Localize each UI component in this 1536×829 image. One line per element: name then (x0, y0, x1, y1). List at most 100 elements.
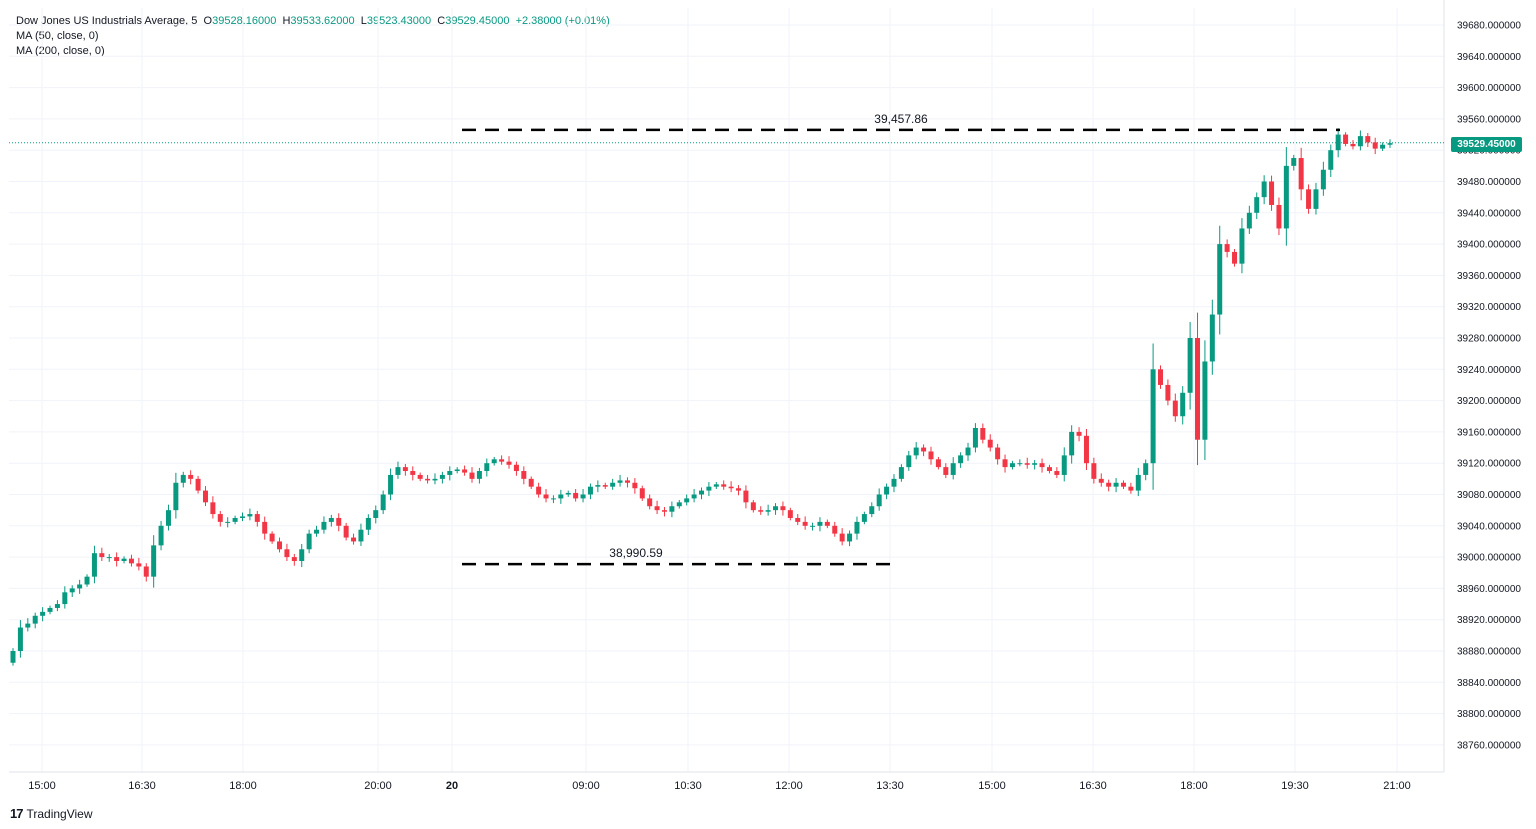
candle-body (1224, 244, 1230, 252)
legend-low-label: L (360, 15, 367, 27)
candle-body (1195, 338, 1201, 440)
candle-body (1106, 482, 1112, 487)
legend-close-label: C (437, 15, 446, 27)
candle-body (647, 498, 653, 507)
tradingview-logo[interactable]: 17 TradingView (10, 806, 93, 821)
legend-symbol: Dow Jones US Industrials Average, 5 (16, 15, 198, 27)
candle-body (69, 588, 75, 593)
candle-body (513, 464, 519, 472)
candle-body (654, 506, 660, 511)
candle-body (40, 611, 46, 616)
x-tick-label: 16:30 (1079, 780, 1107, 792)
candle-body (980, 427, 986, 440)
candle-body (17, 627, 23, 651)
candle-body (736, 488, 742, 491)
candle-body (743, 490, 749, 503)
candle-body (987, 439, 993, 448)
candle-body (832, 525, 838, 534)
candle-body (587, 486, 593, 495)
candle-body (425, 478, 431, 481)
candle-body (847, 533, 853, 542)
candle-body (188, 474, 194, 479)
legend-high: 39533.62000 (290, 15, 355, 27)
candle-body (1046, 467, 1052, 472)
candle-body (958, 455, 964, 464)
legend-low: 39523.43000 (366, 15, 432, 27)
candle-body (225, 521, 231, 523)
candle-body (395, 467, 401, 475)
candle-body (810, 525, 816, 527)
candle-body (1387, 143, 1393, 145)
candle-body (439, 474, 445, 479)
candle-body (1372, 142, 1378, 149)
current-price-tag: 39529.45000 (1451, 137, 1522, 152)
candle-body (884, 486, 890, 495)
candle-body (669, 506, 675, 512)
candle-body (1276, 204, 1282, 229)
x-tick-label: 09:00 (572, 780, 600, 792)
y-tick-label: 39160.000000 (1457, 427, 1521, 438)
candle-body (358, 529, 364, 542)
candle-body (943, 467, 949, 475)
y-tick-label: 38840.000000 (1457, 678, 1521, 689)
candle-body (528, 478, 534, 487)
candle-body (802, 521, 808, 526)
y-tick-label: 39400.000000 (1457, 240, 1521, 251)
candle-body (1269, 181, 1275, 205)
candle-body (165, 510, 171, 526)
candle-body (950, 463, 956, 475)
legend-open: 39528.16000 (212, 15, 277, 27)
level-label-0: 39,457.86 (874, 112, 928, 126)
y-tick-label: 38960.000000 (1457, 584, 1521, 595)
candle-body (10, 651, 16, 663)
candle-body (1135, 474, 1141, 491)
candle-body (1061, 455, 1067, 475)
candle-body (1158, 369, 1163, 385)
candle-body (758, 510, 764, 512)
candle-body (447, 471, 453, 475)
candle-body (299, 549, 305, 562)
candle-body (861, 514, 867, 522)
candle-body (328, 517, 334, 522)
candle-body (1261, 181, 1267, 198)
candle-body (1306, 189, 1312, 209)
y-tick-label: 38920.000000 (1457, 615, 1521, 626)
candle-body (247, 514, 253, 517)
candle-body (1180, 392, 1186, 417)
candle-body (1335, 134, 1341, 151)
candle-body (128, 558, 134, 564)
x-tick-label: 15:00 (978, 780, 1006, 792)
candle-body (1246, 212, 1252, 229)
legend-ma200[interactable]: MA (200, close, 0) (16, 45, 105, 57)
y-tick-label: 39120.000000 (1457, 459, 1521, 470)
candle-body (898, 467, 904, 479)
candle-body (240, 516, 245, 518)
candle-body (217, 514, 223, 522)
candle-body (1091, 463, 1097, 479)
candle-body (1328, 150, 1334, 170)
legend-ma50[interactable]: MA (50, close, 0) (16, 30, 99, 42)
candle-body (306, 533, 312, 550)
y-tick-label: 39640.000000 (1457, 52, 1521, 63)
candle-body (891, 478, 897, 487)
x-tick-label: 16:30 (128, 780, 156, 792)
y-tick-label: 38760.000000 (1457, 740, 1521, 751)
candle-body (499, 459, 505, 462)
candle-body (1039, 463, 1045, 468)
candle-body (432, 478, 438, 481)
y-tick-label: 39600.000000 (1457, 83, 1521, 94)
candle-body (1202, 361, 1208, 440)
candle-body (1343, 134, 1349, 144)
candle-body (765, 510, 771, 512)
candle-body (913, 447, 919, 456)
candle-body (365, 517, 371, 530)
candle-body (1217, 244, 1223, 315)
candle-body (484, 463, 490, 472)
x-tick-label: 20:00 (364, 780, 392, 792)
candle-body (1098, 478, 1104, 483)
x-tick-label: 10:30 (674, 780, 702, 792)
candle-body (780, 506, 786, 511)
candle-body (77, 584, 83, 589)
candle-body (114, 557, 120, 562)
